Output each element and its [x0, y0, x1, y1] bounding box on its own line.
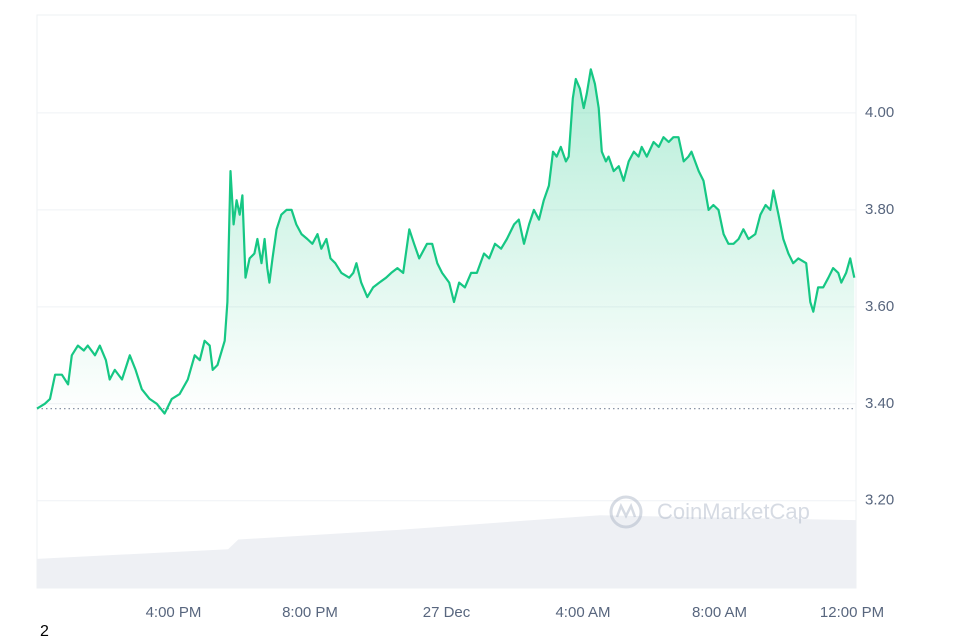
- x-tick-label: 4:00 PM: [146, 604, 202, 621]
- x-tick-label: 8:00 AM: [692, 604, 747, 621]
- y-tick-label: 3.20: [865, 492, 894, 509]
- x-tick-label: 12:00 PM: [820, 604, 884, 621]
- price-area: [37, 69, 855, 414]
- y-tick-label: 4.00: [865, 104, 894, 121]
- x-tick-label: 27 Dec: [423, 604, 471, 621]
- watermark-text: CoinMarketCap: [657, 499, 810, 524]
- footer: 2: [40, 623, 49, 640]
- volume-area: [37, 515, 856, 588]
- x-tick-label: 4:00 AM: [555, 604, 610, 621]
- watermark: CoinMarketCap: [609, 495, 810, 529]
- y-tick-label: 3.40: [865, 395, 894, 412]
- x-tick-label: 8:00 PM: [282, 604, 338, 621]
- y-tick-label: 3.60: [865, 298, 894, 315]
- price-line: [36, 68, 856, 415]
- y-tick-label: 3.80: [865, 201, 894, 218]
